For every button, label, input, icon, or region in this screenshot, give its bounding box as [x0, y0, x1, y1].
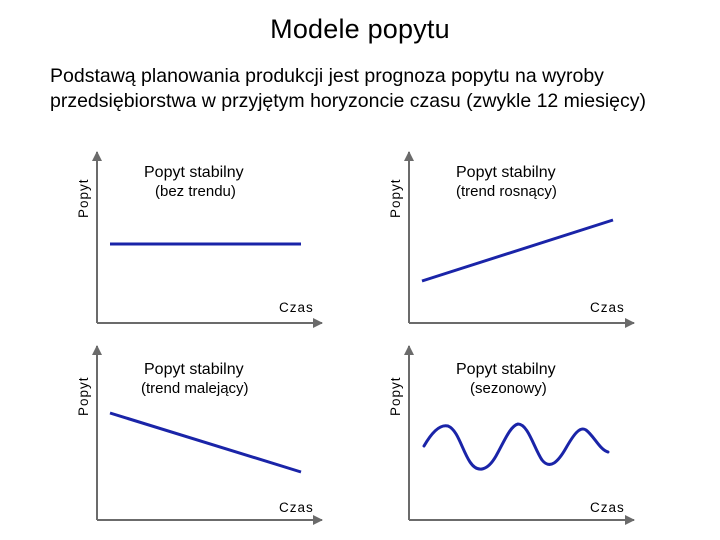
panel-title: Popyt stabilny	[144, 361, 244, 378]
page-title: Modele popytu	[270, 14, 450, 44]
panel-subtitle: (trend malejący)	[141, 380, 249, 397]
x-axis-label: Czas	[590, 500, 625, 515]
subtitle-line-1: Podstawą planowania produkcji jest progn…	[50, 65, 604, 87]
x-axis-label: Czas	[279, 300, 314, 315]
subtitle-line-2: przedsiębiorstwa w przyjętym horyzoncie …	[50, 90, 647, 112]
panel-increasing: Popyt Czas Popyt stabilny (trend rosnący…	[388, 151, 635, 328]
y-axis-label: Popyt	[76, 178, 91, 218]
y-axis-label: Popyt	[388, 376, 403, 416]
panel-title: Popyt stabilny	[144, 164, 244, 181]
y-axis-label: Popyt	[388, 178, 403, 218]
panel-subtitle: (trend rosnący)	[456, 183, 557, 200]
x-axis-label: Czas	[279, 500, 314, 515]
panel-title: Popyt stabilny	[456, 361, 556, 378]
demand-line	[422, 422, 610, 471]
panel-subtitle: (sezonowy)	[470, 380, 547, 397]
y-axis-label: Popyt	[76, 376, 91, 416]
panel-subtitle: (bez trendu)	[155, 183, 236, 200]
page-subtitle: Podstawą planowania produkcji jest progn…	[50, 64, 710, 114]
demand-line	[109, 411, 302, 474]
panel-stable: Popyt Czas Popyt stabilny (bez trendu)	[76, 151, 323, 328]
panel-title: Popyt stabilny	[456, 164, 556, 181]
x-axis-label: Czas	[590, 300, 625, 315]
demand-line	[421, 218, 614, 283]
panel-seasonal: Popyt Czas Popyt stabilny (sezonowy)	[388, 345, 635, 525]
panel-decreasing: Popyt Czas Popyt stabilny (trend malejąc…	[76, 345, 323, 525]
